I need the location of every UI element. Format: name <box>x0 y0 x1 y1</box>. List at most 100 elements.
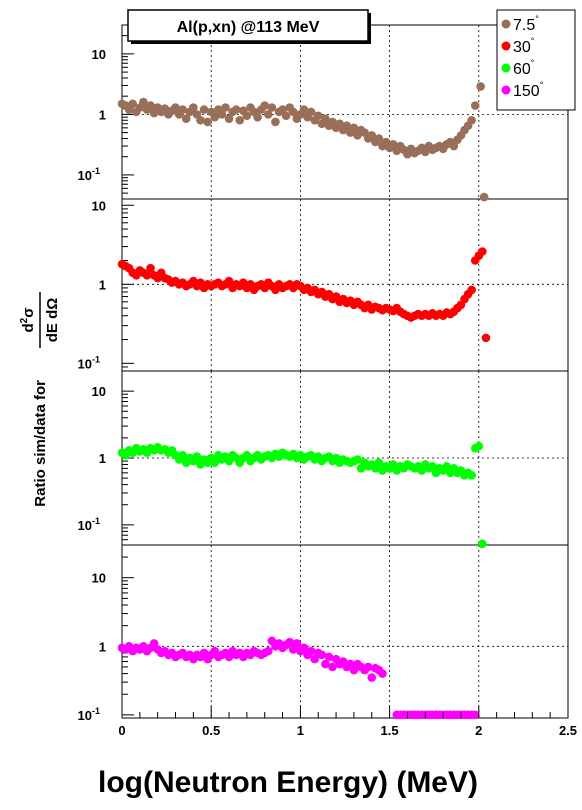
data-point <box>281 111 291 121</box>
panel-4: 10-1 1 10 <box>78 544 569 723</box>
data-point <box>470 710 480 720</box>
data-point <box>467 285 476 295</box>
data-point <box>285 637 294 647</box>
data-point <box>253 112 262 122</box>
chart-title-box: Al(p,xn) @113 MeV <box>127 9 371 44</box>
data-point <box>317 650 327 660</box>
y-axis-label-denominator: dE dΩ <box>44 298 61 343</box>
data-point <box>178 105 187 114</box>
data-point <box>442 462 451 471</box>
data-point <box>299 105 309 114</box>
legend-label: 150° <box>513 80 544 100</box>
data-point <box>335 119 344 129</box>
chart-title: Al(p,xn) @113 MeV <box>177 19 320 36</box>
data-points <box>117 82 491 720</box>
legend-label: 60° <box>513 58 535 78</box>
data-point <box>192 452 202 461</box>
data-point <box>474 441 484 451</box>
series-150 <box>117 636 480 720</box>
data-point <box>210 112 220 122</box>
data-point <box>221 103 230 112</box>
y-tick-label: 10 <box>92 384 106 399</box>
x-tick-label: 2.5 <box>559 723 577 738</box>
data-point <box>196 115 205 125</box>
data-point <box>388 140 398 149</box>
x-axis-ticks: 0 0.5 1 1.5 2 2.5 <box>118 706 577 738</box>
data-point <box>263 646 273 656</box>
data-point <box>476 82 485 91</box>
data-point <box>479 192 489 202</box>
data-point <box>306 107 316 117</box>
legend-marker <box>501 19 511 29</box>
y-tick-label: 10 <box>92 47 106 62</box>
legend: 7.5°30°60°150° <box>496 9 576 111</box>
data-point <box>449 141 459 151</box>
data-point <box>324 652 334 662</box>
data-point <box>428 462 437 471</box>
panel-2: 10-1 1 10 <box>78 198 569 372</box>
data-point <box>374 134 384 143</box>
data-point <box>306 646 316 656</box>
data-point <box>353 455 362 464</box>
data-point <box>313 111 323 121</box>
y-tick-label: 10-1 <box>78 166 100 183</box>
y-tick-label: 10 <box>92 198 106 213</box>
y-tick-label: 10 <box>92 571 106 586</box>
y-axis-label: Ratio sim/data for d2σ dE dΩ <box>19 292 61 507</box>
data-point <box>349 123 359 133</box>
legend-marker <box>501 41 511 51</box>
data-point <box>378 669 387 678</box>
data-point <box>470 101 480 110</box>
x-tick-label: 0 <box>118 723 125 738</box>
data-point <box>171 103 180 112</box>
data-point <box>271 117 280 127</box>
data-point <box>189 103 198 112</box>
y-tick-label: 10-1 <box>78 706 100 723</box>
series-7.5 <box>117 82 489 202</box>
data-point <box>128 99 138 109</box>
data-point <box>231 105 241 114</box>
data-point <box>263 110 273 119</box>
y-tick-label: 1 <box>99 451 106 466</box>
legend-marker <box>501 63 511 73</box>
series-30 <box>117 247 491 343</box>
data-point <box>224 276 234 286</box>
data-point <box>363 662 373 672</box>
data-point <box>203 117 212 127</box>
data-point <box>478 247 487 256</box>
x-tick-label: 1 <box>297 723 304 738</box>
y-tick-label: 1 <box>99 107 106 122</box>
data-point <box>481 333 491 343</box>
data-point <box>367 673 377 682</box>
y-tick-label: 1 <box>99 277 106 292</box>
data-point <box>217 110 227 119</box>
data-point <box>235 115 245 125</box>
series-60 <box>117 441 487 549</box>
data-point <box>267 103 277 112</box>
panel-frame <box>121 544 569 719</box>
data-point <box>321 114 330 123</box>
legend-marker <box>501 85 511 95</box>
chart-panels: 10-1 1 10 10-1 1 10 10-1 1 10 10-1 1 10 <box>78 24 569 723</box>
data-point <box>210 458 220 468</box>
data-point <box>467 115 476 125</box>
legend-label: 30° <box>513 36 535 56</box>
x-axis-label: log(Neutron Energy) (MeV) <box>98 766 478 799</box>
data-point <box>199 105 209 114</box>
legend-label: 7.5° <box>513 14 539 34</box>
data-point <box>142 270 152 280</box>
data-point <box>146 263 155 273</box>
y-tick-label: 10-1 <box>78 516 100 533</box>
data-point <box>146 101 155 110</box>
data-point <box>139 97 148 107</box>
y-tick-label: 10-1 <box>78 354 100 371</box>
y-tick-label: 1 <box>99 639 106 654</box>
data-point <box>260 101 270 110</box>
y-axis-label-numerator: d2σ <box>19 308 37 333</box>
x-tick-label: 2 <box>475 723 482 738</box>
y-axis-label-prefix: Ratio sim/data for <box>32 380 49 507</box>
data-point <box>242 111 252 121</box>
data-point <box>321 659 330 669</box>
data-point <box>342 121 352 131</box>
